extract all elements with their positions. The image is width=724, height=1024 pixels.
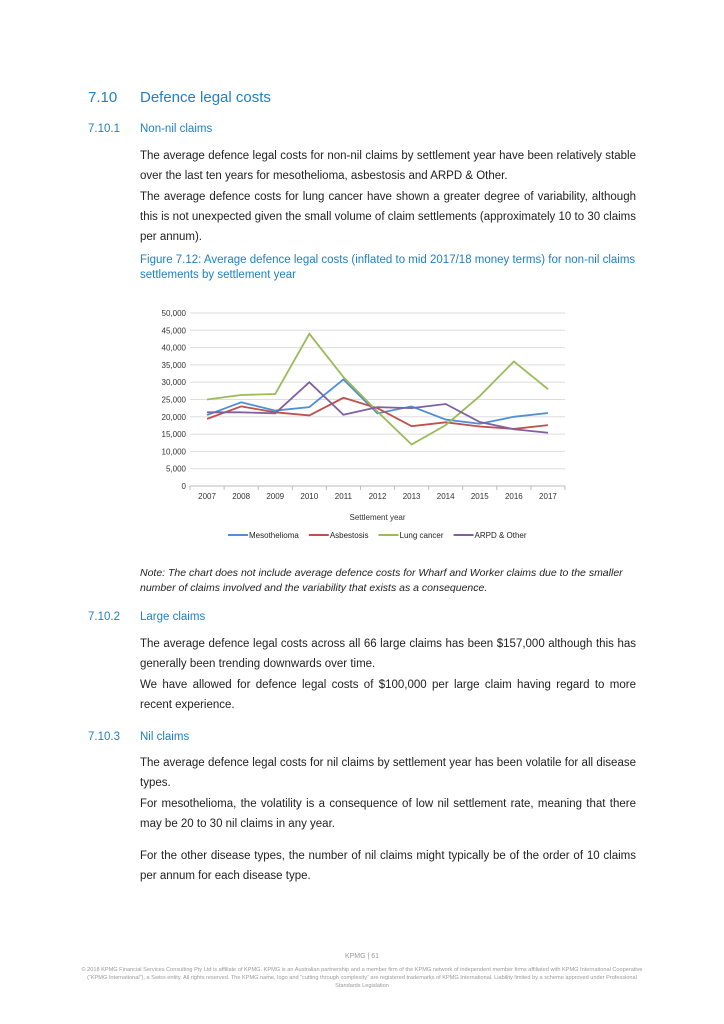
subsection-heading-large: 7.10.2 Large claims xyxy=(88,611,206,623)
series-line-mesothelioma xyxy=(206,378,549,425)
paragraph: The average defence legal costs for nil … xyxy=(140,757,636,789)
figure-caption: Figure 7.12: Average defence legal costs… xyxy=(140,254,636,281)
legend-label: Mesothelioma xyxy=(249,531,299,540)
x-axis-label: Settlement year xyxy=(349,513,405,522)
x-tick-label: 2010 xyxy=(300,492,318,501)
series-line-arpd-other xyxy=(207,380,549,434)
paragraph: For mesothelioma, the volatility is a co… xyxy=(140,798,636,830)
y-tick-label: 50,000 xyxy=(162,309,187,318)
chart-note: Note: The chart does not include average… xyxy=(140,567,623,594)
y-tick-label: 20,000 xyxy=(162,413,187,422)
paragraph: The average defence costs for lung cance… xyxy=(140,191,636,243)
legal-notice: © 2018 KPMG Financial Services Consultin… xyxy=(81,967,643,989)
paragraph: For the other disease types, the number … xyxy=(140,850,636,882)
subsection-heading-nil: 7.10.3 Nil claims xyxy=(88,731,190,743)
x-tick-label: 2012 xyxy=(369,492,387,501)
y-tick-label: 35,000 xyxy=(162,361,187,370)
series-line-asbestosis xyxy=(206,396,549,430)
legend-label: Asbestosis xyxy=(330,531,369,540)
y-tick-label: 30,000 xyxy=(162,378,187,387)
x-tick-label: 2007 xyxy=(198,492,216,501)
series-line-lung-cancer xyxy=(206,332,549,446)
paragraph: The average defence legal costs for non-… xyxy=(140,150,636,182)
y-tick-label: 15,000 xyxy=(162,430,187,439)
x-tick-label: 2011 xyxy=(335,492,353,501)
paragraph: The average defence legal costs across a… xyxy=(140,638,636,670)
y-tick-label: 0 xyxy=(182,482,187,491)
y-tick-label: 40,000 xyxy=(162,344,187,353)
x-tick-label: 2016 xyxy=(505,492,523,501)
x-tick-label: 2009 xyxy=(266,492,284,501)
x-tick-label: 2017 xyxy=(539,492,557,501)
x-tick-label: 2013 xyxy=(403,492,421,501)
y-tick-label: 25,000 xyxy=(162,396,187,405)
x-tick-label: 2015 xyxy=(471,492,489,501)
section-heading: 7.10 Defence legal costs xyxy=(88,89,271,106)
y-tick-label: 10,000 xyxy=(162,447,187,456)
y-tick-label: 45,000 xyxy=(162,326,187,335)
legend-label: Lung cancer xyxy=(400,531,444,540)
paragraph: We have allowed for defence legal costs … xyxy=(140,679,636,711)
x-tick-label: 2008 xyxy=(232,492,250,501)
y-tick-label: 5,000 xyxy=(166,465,187,474)
subsection-heading-non-nil: 7.10.1 Non-nil claims xyxy=(88,123,213,135)
legend-label: ARPD & Other xyxy=(475,531,527,540)
line-chart: 0 5,000 10,000 15,000 20,000 25,000 30,000 35,0… xyxy=(162,309,566,540)
x-tick-label: 2014 xyxy=(437,492,455,501)
page-number: KPMG | 61 xyxy=(344,953,380,960)
